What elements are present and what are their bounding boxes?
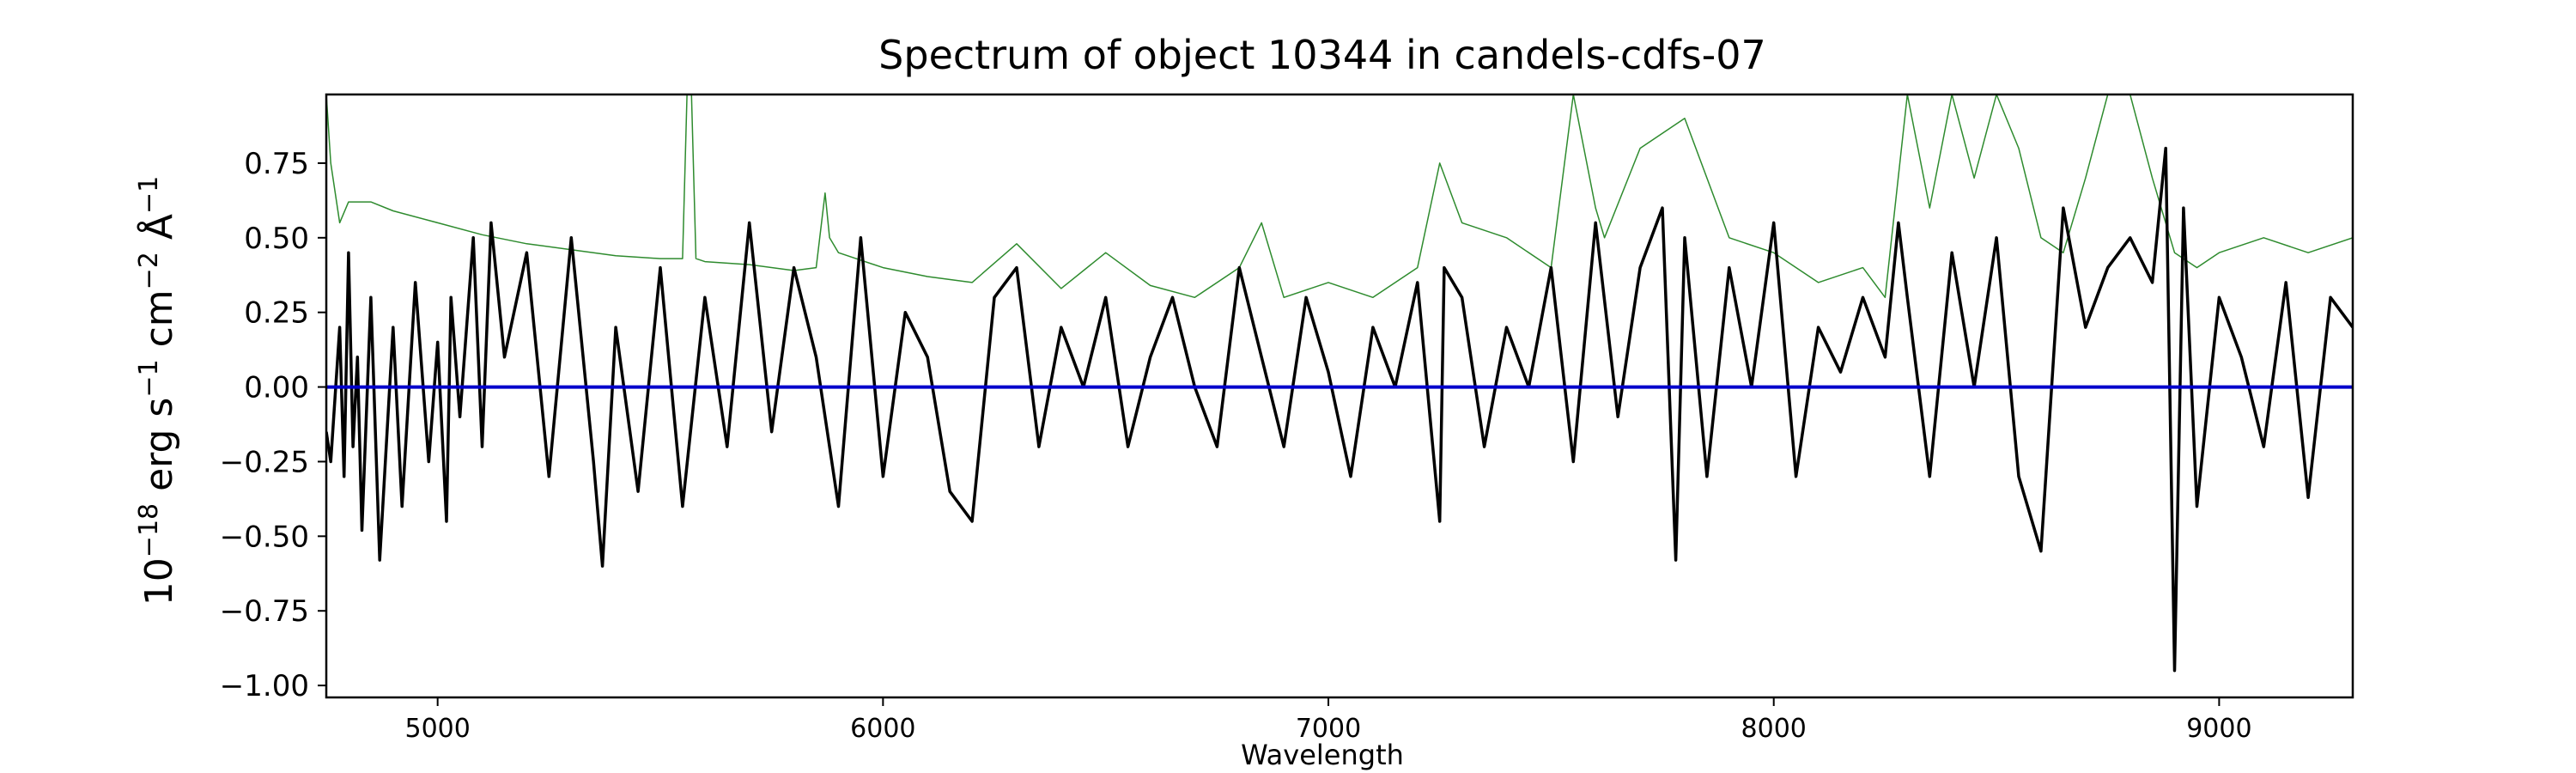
plot-area <box>326 94 2353 673</box>
y-tick-label: −0.50 <box>220 520 309 554</box>
x-tick-label: 5000 <box>404 714 470 744</box>
y-tick-label: 0.25 <box>244 296 309 331</box>
chart-title: Spectrum of object 10344 in candels-cdfs… <box>878 32 1766 78</box>
y-tick-label: 0.00 <box>244 371 309 405</box>
y-axis-label: 10−18 erg s−1 cm−2 Å−1 <box>134 176 182 606</box>
y-tick-label: −0.25 <box>220 445 309 479</box>
x-axis-label: Wavelength <box>1241 739 1404 771</box>
x-axis: 5000 6000 7000 8000 9000 <box>404 697 2252 744</box>
x-tick-label: 9000 <box>2186 714 2251 744</box>
y-tick-label: 0.75 <box>244 147 309 181</box>
x-tick-label: 7000 <box>1296 714 1361 744</box>
y-axis: −1.00 −0.75 −0.50 −0.25 0.00 0.25 0.50 0.75 <box>220 147 326 703</box>
plot-frame <box>325 93 2354 699</box>
y-tick-label: 0.50 <box>244 222 309 256</box>
series-line-flux <box>326 146 2353 673</box>
y-tick-label: −0.75 <box>220 594 309 629</box>
x-tick-label: 8000 <box>1741 714 1807 744</box>
y-tick-label: −1.00 <box>220 669 309 703</box>
series-line-error <box>326 94 2353 299</box>
x-tick-label: 6000 <box>850 714 915 744</box>
